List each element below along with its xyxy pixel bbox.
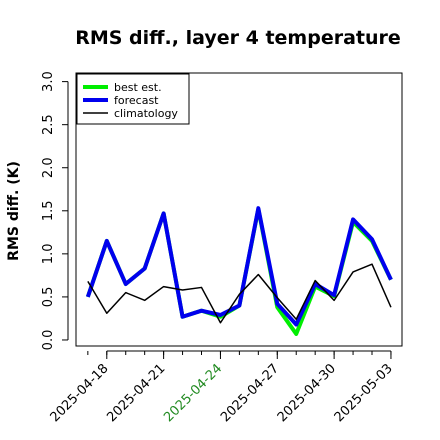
legend-label: best est. [114,81,162,94]
y-tick-label: 0.5 [41,287,56,308]
y-axis: 0.0 0.5 1.0 1.5 2.0 2.5 3.0 [41,71,69,351]
series-layer [85,206,393,336]
x-tick-label: 2025-04-30 [275,361,339,425]
legend-label: forecast [114,94,159,107]
y-tick-label: 2.5 [41,114,56,135]
series-line-best-est [85,207,393,336]
y-tick-label: 1.5 [41,200,56,221]
series-line-climatology [87,263,392,324]
series-line-forecast [85,206,393,327]
y-axis-label: RMS diff. (K) [6,161,22,261]
x-tick-label: 2025-04-18 [48,361,112,425]
y-tick-label: 3.0 [41,71,56,92]
x-tick-label: 2025-04-27 [218,361,282,425]
legend-label: climatology [114,107,178,120]
plot-area [75,72,403,347]
chart-title: RMS diff., layer 4 temperature [75,27,401,49]
x-tick-label: 2025-04-21 [104,361,168,425]
y-tick-label: 2.0 [41,157,56,178]
x-axis: 2025-04-182025-04-212025-04-242025-04-27… [48,350,396,425]
y-tick-label: 0.0 [41,330,56,351]
y-tick-label: 1.0 [41,244,56,265]
x-tick-label: 2025-04-24 [161,361,225,425]
x-tick-label: 2025-05-03 [332,361,396,425]
